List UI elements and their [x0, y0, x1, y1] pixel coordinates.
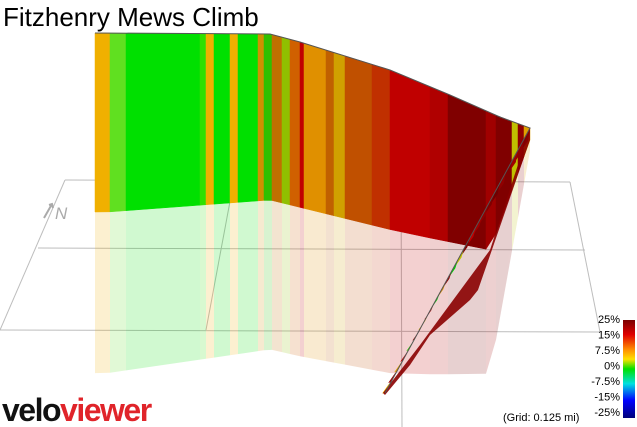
wall-outline — [94, 32, 531, 394]
reflection-strip — [290, 204, 300, 357]
legend-label: -25% — [594, 407, 620, 419]
reflection-strip — [345, 218, 372, 370]
wall-strip — [94, 32, 111, 213]
wall-strip — [281, 36, 291, 206]
wall-strip — [389, 69, 431, 239]
wall-strip — [485, 110, 497, 251]
reflection-strip — [200, 204, 206, 360]
reflection-strip — [372, 225, 390, 374]
reflection-strip — [264, 200, 272, 351]
wall-strip — [199, 33, 207, 206]
legend-label: 25% — [598, 314, 620, 326]
reflection-strip — [304, 208, 326, 362]
reflection-strip — [238, 200, 258, 355]
wall-strip — [229, 33, 239, 204]
logo-viewer: viewer — [60, 392, 152, 427]
logo: veloviewer — [2, 392, 152, 427]
reflection-strip — [126, 205, 200, 371]
north-indicator: N — [43, 202, 68, 223]
reflection-strip — [258, 200, 264, 352]
title: Fitzhenry Mews Climb — [3, 2, 259, 32]
wall-strip — [333, 52, 346, 219]
legend-label: -7.5% — [591, 376, 620, 388]
wall-strip — [237, 33, 259, 203]
reflection-strip — [282, 202, 290, 354]
reflection-strip — [110, 210, 126, 373]
wall-strip — [344, 55, 373, 226]
reflection-strip — [206, 204, 214, 359]
wall-strip — [109, 32, 127, 213]
wall-strip — [271, 34, 283, 204]
wall-reflection — [95, 140, 530, 375]
reflection-strip — [390, 229, 430, 375]
reflection-strip — [486, 233, 496, 374]
reflection-strip — [95, 211, 110, 374]
grid-note: (Grid: 0.125 mi) — [503, 412, 579, 424]
reflection-strip — [430, 238, 448, 375]
reflection-strip — [524, 140, 530, 185]
legend: 25% 15% 7.5% 0% -7.5% -15% -25% — [591, 314, 620, 419]
wall-strip — [289, 39, 301, 208]
reflection-strip — [300, 207, 304, 357]
north-label: N — [55, 204, 68, 223]
wall-strip — [371, 64, 391, 230]
reflection-strip — [214, 202, 230, 358]
wall-strip — [299, 41, 305, 209]
wall-strip — [125, 32, 201, 211]
wall-strip — [447, 93, 487, 250]
reflection-strip — [272, 200, 282, 353]
wall-strip — [257, 33, 265, 202]
legend-bar — [623, 320, 635, 418]
legend-label: -15% — [594, 392, 620, 404]
reflection-strip — [518, 156, 524, 218]
reflection-strip — [512, 173, 518, 251]
wall-strip — [303, 42, 327, 215]
reflection-strip — [334, 215, 345, 365]
wall-strip — [429, 86, 449, 242]
wall-strip — [263, 33, 273, 201]
legend-label: 15% — [598, 330, 620, 342]
reflection-strip — [496, 189, 512, 340]
logo-velo: velo — [2, 392, 61, 427]
legend-label: 0% — [604, 361, 620, 373]
reflection-strip — [326, 213, 334, 363]
legend-label: 7.5% — [595, 345, 620, 357]
reflection-strip — [230, 202, 238, 356]
wall-strip — [325, 49, 335, 217]
wall-strip — [205, 33, 215, 206]
wall-strip — [213, 33, 231, 205]
